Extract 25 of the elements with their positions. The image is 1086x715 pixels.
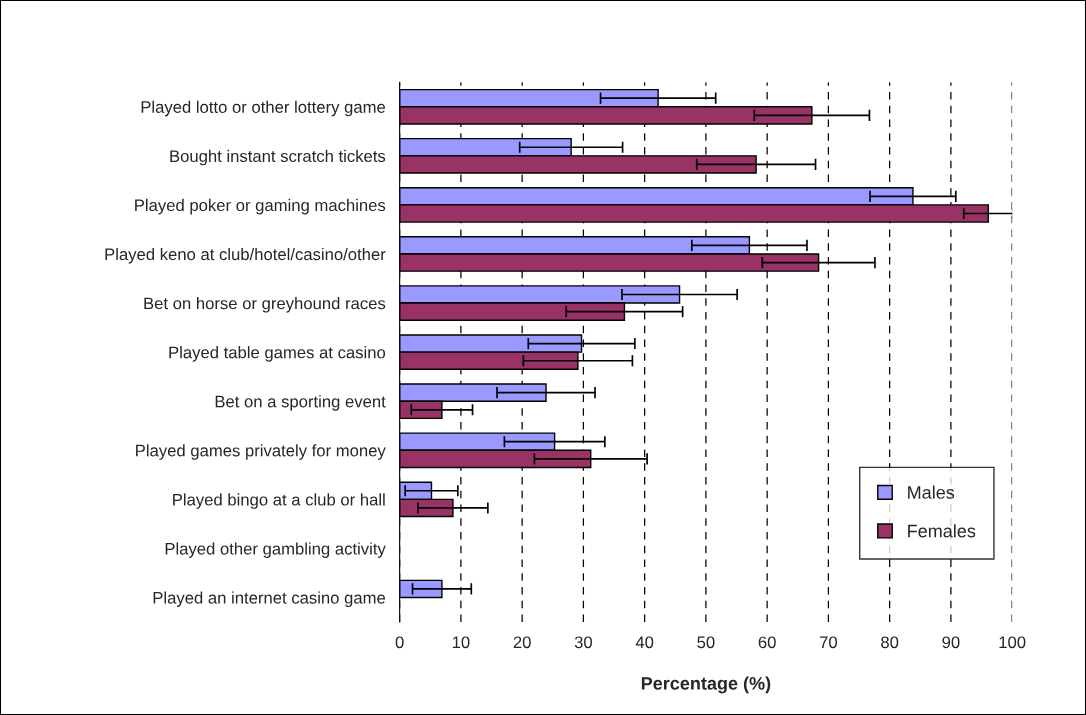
y-tick-label: Bet on a sporting event (215, 395, 386, 411)
y-tick-label: Played lotto or other lottery game (141, 100, 386, 117)
legend-label: Males (908, 485, 955, 499)
y-tick-label: Played table games at casino (169, 346, 386, 362)
y-tick-label: Bought instant scratch tickets (170, 149, 386, 166)
y-tick-label: Bet on horse or greyhound races (144, 297, 386, 313)
x-tick-label: 20 (513, 636, 531, 649)
x-tick-label: 40 (635, 636, 654, 649)
x-tick-label: 50 (697, 636, 715, 649)
y-tick-label: Played poker or gaming machines (135, 198, 386, 215)
x-tick-label: 60 (758, 636, 776, 649)
x-tick-label: 90 (942, 636, 960, 649)
y-tick-label: Played bingo at a club or hall (173, 493, 385, 509)
x-tick-label: 100 (999, 636, 1026, 649)
x-tick-label: 10 (452, 636, 470, 649)
y-tick-label: Played keno at club/hotel/casino/other (105, 247, 386, 264)
x-tick-label: 30 (574, 636, 593, 649)
y-tick-label: Played games privately for money (136, 444, 386, 460)
legend-label: Females (908, 524, 976, 538)
y-tick-label: Played an internet casino game (153, 591, 386, 608)
y-tick-label: Played other gambling activity (165, 542, 386, 558)
x-tick-label: 0 (395, 636, 404, 649)
x-tick-label: 70 (819, 636, 838, 649)
x-tick-label: 80 (881, 636, 899, 649)
x-axis-title: Percentage (%) (641, 676, 771, 694)
